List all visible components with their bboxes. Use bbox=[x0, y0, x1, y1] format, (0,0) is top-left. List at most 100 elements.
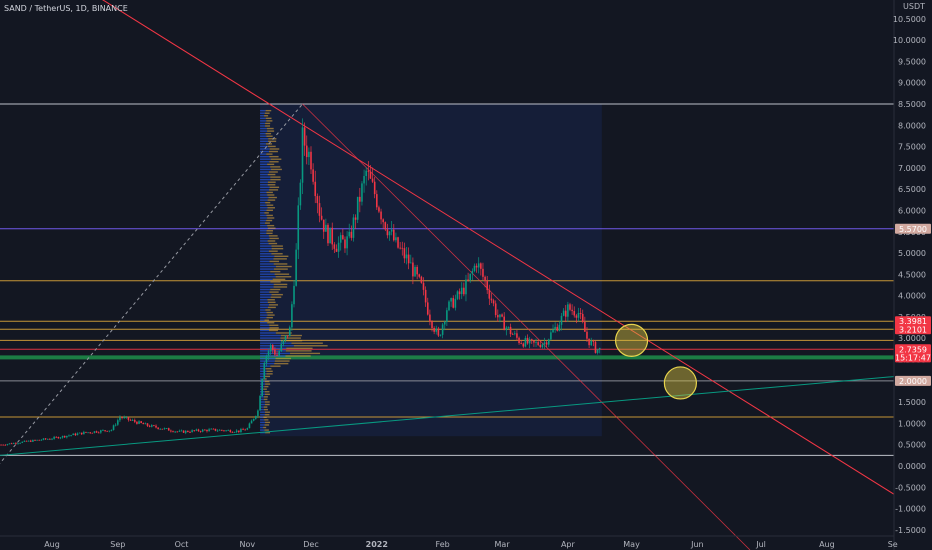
volume-bar bbox=[260, 276, 276, 278]
volume-bar bbox=[260, 278, 273, 281]
price-label-box bbox=[895, 223, 931, 234]
volume-bar bbox=[260, 306, 268, 309]
volume-bar bbox=[281, 339, 303, 342]
candle-body bbox=[295, 249, 297, 286]
candle-body bbox=[274, 349, 276, 355]
candle-body bbox=[163, 428, 166, 430]
candle-body bbox=[567, 304, 569, 317]
candle-body bbox=[70, 435, 72, 436]
volume-bar bbox=[260, 370, 267, 373]
candle-body bbox=[53, 436, 55, 439]
candle-body bbox=[558, 324, 561, 331]
volume-bar bbox=[260, 176, 271, 178]
candle-body bbox=[426, 302, 429, 315]
price-label-text: 2.0000 bbox=[899, 377, 927, 386]
volume-bar bbox=[266, 370, 273, 373]
price-label-box bbox=[895, 352, 931, 363]
volume-bar bbox=[267, 227, 276, 229]
volume-bar bbox=[269, 324, 279, 327]
candle-body bbox=[399, 247, 401, 249]
volume-bar bbox=[260, 316, 267, 319]
candle-body bbox=[337, 242, 340, 252]
volume-bar bbox=[260, 408, 264, 411]
volume-bar bbox=[266, 214, 273, 217]
volume-bar bbox=[260, 378, 264, 380]
volume-bar bbox=[263, 408, 268, 411]
candle-body bbox=[333, 244, 336, 249]
volume-bar bbox=[260, 117, 266, 120]
volume-bar bbox=[269, 260, 280, 263]
volume-bar bbox=[260, 199, 268, 201]
candle-body bbox=[269, 345, 272, 352]
price-label-text: 2.7359 bbox=[899, 345, 927, 354]
candle-body bbox=[195, 429, 198, 431]
candle-body bbox=[365, 170, 367, 177]
volume-bar bbox=[260, 178, 271, 181]
volume-bar bbox=[260, 143, 267, 145]
volume-bar bbox=[266, 135, 273, 137]
volume-bar bbox=[293, 345, 328, 347]
volume-bar bbox=[260, 230, 267, 232]
candle-body bbox=[407, 254, 410, 264]
volume-bar bbox=[269, 189, 279, 191]
volume-bar bbox=[273, 283, 288, 286]
candle-body bbox=[29, 440, 32, 442]
candle-body bbox=[0, 444, 2, 446]
volume-bar bbox=[260, 429, 265, 431]
candle-body bbox=[463, 287, 465, 295]
candle-body bbox=[146, 423, 149, 426]
candle-body bbox=[125, 417, 128, 418]
volume-bar bbox=[266, 191, 273, 194]
candle-body bbox=[401, 247, 404, 249]
volume-bar bbox=[260, 135, 267, 137]
volume-bar bbox=[264, 393, 270, 395]
price-axis-background[interactable] bbox=[894, 0, 932, 550]
candle-body bbox=[596, 349, 599, 353]
candle-body bbox=[499, 314, 501, 318]
time-tick-label: Feb bbox=[436, 540, 450, 549]
volume-bar bbox=[260, 319, 265, 321]
volume-bar bbox=[260, 345, 294, 347]
volume-bar bbox=[265, 431, 271, 434]
volume-bar bbox=[270, 158, 282, 160]
volume-bar bbox=[269, 304, 278, 306]
volume-bar bbox=[260, 130, 268, 132]
candle-body bbox=[331, 227, 334, 245]
volume-bar bbox=[269, 186, 280, 189]
candle-body bbox=[450, 298, 452, 302]
volume-bar bbox=[260, 173, 268, 176]
candle-body bbox=[153, 425, 155, 426]
candle-body bbox=[223, 430, 225, 432]
candle-body bbox=[42, 438, 45, 440]
volume-bar bbox=[269, 237, 279, 240]
time-tick-label: Dec bbox=[303, 540, 318, 549]
price-tick-label: 7.5000 bbox=[898, 143, 926, 152]
volume-bar bbox=[260, 355, 286, 357]
volume-bar bbox=[267, 145, 276, 148]
candle-body bbox=[581, 313, 584, 323]
volume-bar bbox=[260, 227, 268, 229]
volume-bar bbox=[268, 235, 278, 237]
volume-bar bbox=[260, 209, 267, 212]
price-label-box bbox=[895, 375, 931, 386]
price-tick-label: 8.5000 bbox=[898, 100, 926, 109]
candle-body bbox=[539, 345, 542, 348]
volume-bar bbox=[265, 125, 271, 127]
volume-bar bbox=[260, 245, 272, 247]
candle-body bbox=[594, 341, 597, 353]
candle-body bbox=[414, 266, 416, 277]
candle-body bbox=[382, 219, 384, 223]
volume-bar bbox=[263, 398, 268, 401]
candle-body bbox=[238, 430, 240, 433]
volume-bar bbox=[260, 194, 268, 196]
volume-bar bbox=[270, 176, 281, 178]
volume-bar bbox=[285, 355, 311, 357]
candle-body bbox=[280, 344, 283, 352]
candle-body bbox=[100, 430, 102, 433]
volume-bar bbox=[260, 222, 265, 224]
candle-body bbox=[537, 342, 539, 346]
candle-body bbox=[494, 303, 497, 316]
volume-bar bbox=[260, 263, 274, 265]
